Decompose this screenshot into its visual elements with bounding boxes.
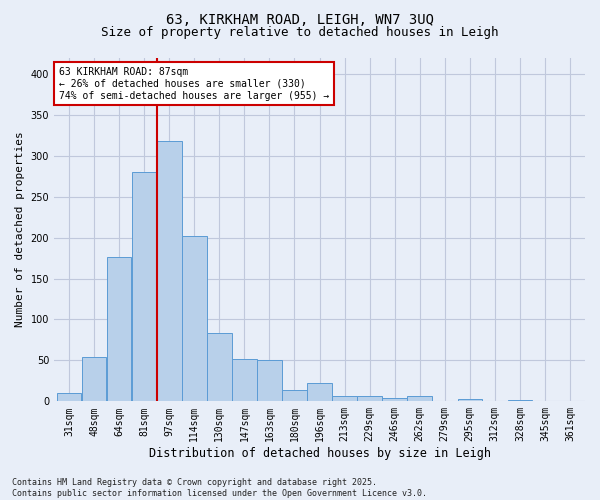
Text: Size of property relative to detached houses in Leigh: Size of property relative to detached ho…	[101, 26, 499, 39]
Bar	[307, 384, 332, 402]
Bar	[407, 396, 432, 402]
X-axis label: Distribution of detached houses by size in Leigh: Distribution of detached houses by size …	[149, 447, 491, 460]
Bar	[458, 399, 482, 402]
Bar	[282, 390, 307, 402]
Text: 63 KIRKHAM ROAD: 87sqm
← 26% of detached houses are smaller (330)
74% of semi-de: 63 KIRKHAM ROAD: 87sqm ← 26% of detached…	[59, 68, 329, 100]
Bar	[82, 357, 106, 402]
Text: 63, KIRKHAM ROAD, LEIGH, WN7 3UQ: 63, KIRKHAM ROAD, LEIGH, WN7 3UQ	[166, 12, 434, 26]
Bar	[358, 396, 382, 402]
Bar	[332, 396, 357, 402]
Text: Contains HM Land Registry data © Crown copyright and database right 2025.
Contai: Contains HM Land Registry data © Crown c…	[12, 478, 427, 498]
Bar	[182, 236, 206, 402]
Bar	[257, 360, 282, 402]
Bar	[508, 400, 532, 402]
Bar	[107, 258, 131, 402]
Bar	[57, 393, 82, 402]
Bar	[382, 398, 407, 402]
Bar	[157, 141, 182, 402]
Y-axis label: Number of detached properties: Number of detached properties	[15, 132, 25, 328]
Bar	[207, 332, 232, 402]
Bar	[232, 359, 257, 402]
Bar	[132, 172, 157, 402]
